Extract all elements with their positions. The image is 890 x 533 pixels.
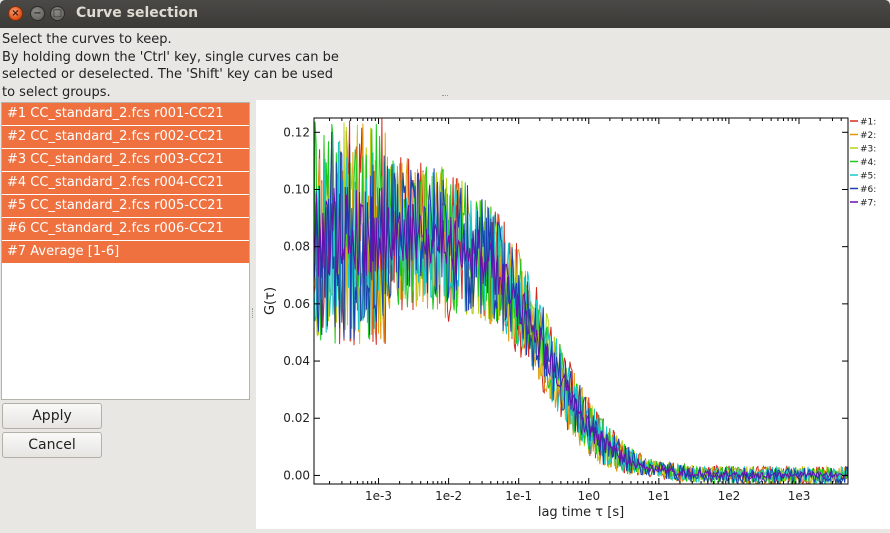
series-line-6 xyxy=(314,131,848,484)
instruction-line: selected or deselected. The 'Shift' key … xyxy=(2,67,333,82)
vertical-sash-grip[interactable] xyxy=(252,308,255,318)
y-tick-label: 0.12 xyxy=(283,125,310,139)
instructions-text: Select the curves to keep. By holding do… xyxy=(2,31,352,101)
title-bar: × − □ Curve selection xyxy=(0,0,890,28)
list-item-curve-1[interactable]: #1 CC_standard_2.fcs r001-CC21 xyxy=(2,103,249,125)
list-item-curve-2[interactable]: #2 CC_standard_2.fcs r002-CC21 xyxy=(2,126,249,148)
x-tick-label: 1e1 xyxy=(648,489,671,503)
list-item-curve-5[interactable]: #5 CC_standard_2.fcs r005-CC21 xyxy=(2,195,249,217)
instruction-line: to select groups. xyxy=(2,84,111,100)
curve-list[interactable]: #1 CC_standard_2.fcs r001-CC21 #2 CC_sta… xyxy=(1,102,250,400)
plot-frame xyxy=(313,117,849,485)
y-tick-label: 0.08 xyxy=(283,240,310,254)
legend-label: #1: xyxy=(860,118,876,128)
y-tick-label: 0.02 xyxy=(283,411,310,425)
legend-label: #5: xyxy=(860,172,876,182)
y-tick-label: 0.04 xyxy=(283,354,310,368)
legend-label: #6: xyxy=(860,185,876,195)
x-tick-label: 1e2 xyxy=(718,489,741,503)
correlation-chart: 1e-3 1e-2 1e-1 1e0 1e1 1e2 1e3 0.00 0.02 0.04 0.06… xyxy=(263,117,876,520)
x-tick-label: 1e0 xyxy=(577,489,600,503)
instruction-line: Select the curves to keep. xyxy=(2,32,172,47)
y-tick-label: 0.00 xyxy=(283,468,310,482)
legend-label: #3: xyxy=(860,145,876,155)
plot-panel[interactable]: 1e-3 1e-2 1e-1 1e0 1e1 1e2 1e3 0.00 0.02 0.04 0.06… xyxy=(256,100,890,529)
x-tick-label: 1e-2 xyxy=(435,489,462,503)
y-tick-label: 0.10 xyxy=(283,182,310,196)
x-tick-label: 1e3 xyxy=(788,489,811,503)
minimize-window-button[interactable]: − xyxy=(30,6,45,21)
apply-button[interactable]: Apply xyxy=(2,403,102,429)
list-item-curve-6[interactable]: #6 CC_standard_2.fcs r006-CC21 xyxy=(2,218,249,240)
window-title: Curve selection xyxy=(76,5,199,21)
list-item-average[interactable]: #7 Average [1-6] xyxy=(2,241,249,263)
cancel-button[interactable]: Cancel xyxy=(2,432,102,458)
legend-label: #2: xyxy=(860,131,876,141)
series-line-7 xyxy=(314,187,848,481)
instruction-line: By holding down the 'Ctrl' key, single c… xyxy=(2,49,339,65)
maximize-window-button[interactable]: □ xyxy=(50,6,65,21)
list-item-curve-4[interactable]: #4 CC_standard_2.fcs r004-CC21 xyxy=(2,172,249,194)
y-tick-label: 0.06 xyxy=(283,297,310,311)
x-tick-label: 1e-3 xyxy=(365,489,392,503)
legend: #1: #2: #3: #4: #5: #6: #7: xyxy=(850,118,876,209)
legend-label: #4: xyxy=(860,158,876,168)
x-axis-label: lag time τ [s] xyxy=(538,505,624,520)
close-window-button[interactable]: × xyxy=(8,6,23,21)
y-axis-label: G(τ) xyxy=(263,287,278,315)
list-item-curve-3[interactable]: #3 CC_standard_2.fcs r003-CC21 xyxy=(2,149,249,171)
legend-label: #7: xyxy=(860,199,876,209)
x-tick-label: 1e-1 xyxy=(505,489,532,503)
